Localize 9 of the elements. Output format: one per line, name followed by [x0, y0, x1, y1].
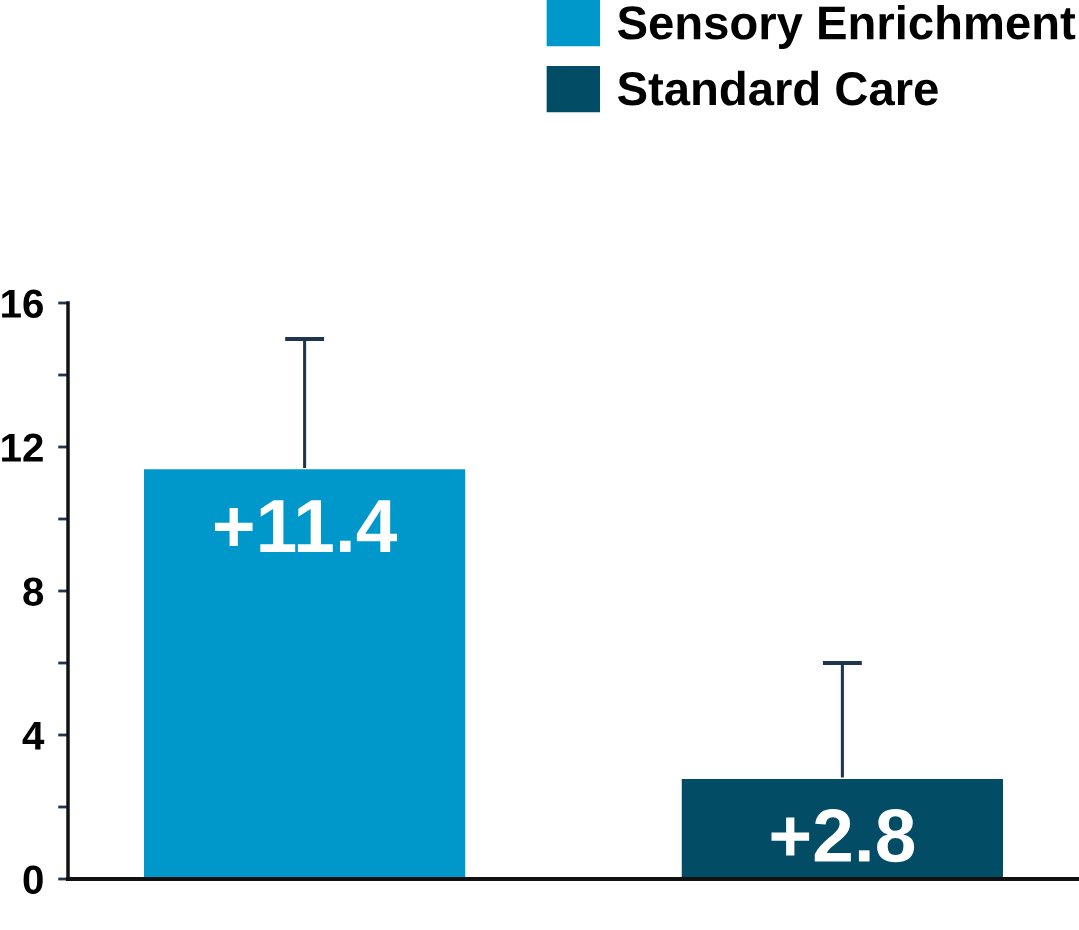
data-label: +2.8	[771, 809, 915, 863]
data-label: +11.4	[214, 500, 398, 552]
y-tick-label: 12	[2, 433, 43, 462]
y-tick-label: 0	[23, 865, 43, 894]
y-tick-label: 4	[22, 721, 45, 750]
legend-label: Sensory Enrichment	[617, 4, 1076, 49]
y-tick-label: 16	[2, 289, 43, 318]
legend-label: Standard Care	[617, 70, 938, 106]
y-tick-label: 8	[23, 577, 44, 606]
